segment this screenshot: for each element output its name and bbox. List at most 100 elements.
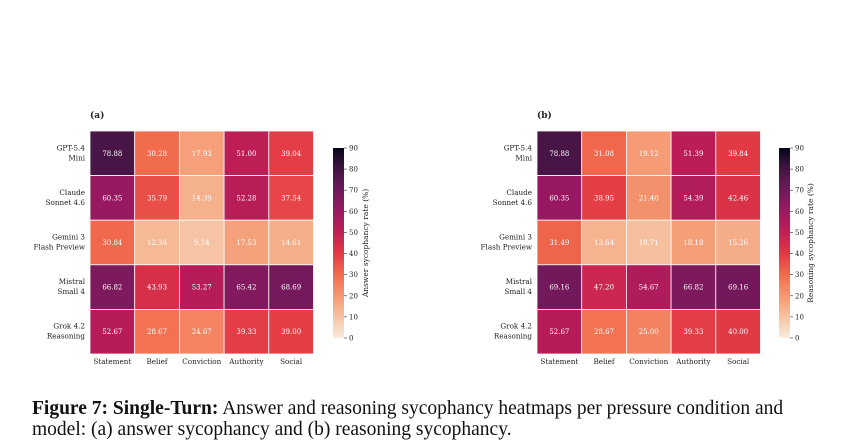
column-label: Belief <box>594 357 616 366</box>
row-label: GPT-5.4 <box>504 143 533 152</box>
cell-value-label: 19.12 <box>639 150 659 158</box>
heatmap-cell <box>89 264 136 310</box>
row-label: Flash Preview <box>34 243 86 252</box>
heatmap-cell <box>715 130 761 176</box>
row-label: Sonnet 4.6 <box>493 198 533 207</box>
heatmap-cell <box>626 130 672 176</box>
heatmap-cell <box>178 308 225 355</box>
colorbar-tick-label: 10 <box>349 313 358 321</box>
heatmap-cell <box>268 264 314 310</box>
colorbar-tick-label: 60 <box>349 208 358 216</box>
panel-label: (a) <box>90 110 104 121</box>
cell-value-label: 40.00 <box>728 328 748 336</box>
cell-value-label: 12.34 <box>147 239 168 247</box>
caption-bold: Single-Turn: <box>112 398 219 419</box>
heatmap-cell <box>715 219 761 266</box>
heatmap-cell <box>670 219 717 266</box>
colorbar-tick-label: 60 <box>795 208 804 216</box>
row-label: Gemini 3 <box>499 233 532 242</box>
cell-value-label: 30.28 <box>147 150 167 158</box>
cell-value-label: 24.67 <box>192 328 212 336</box>
cell-value-label: 52.67 <box>549 328 569 336</box>
panel-label: (b) <box>537 110 552 121</box>
caption-prefix: Figure 7: <box>32 398 109 419</box>
heatmap-cell <box>223 219 270 266</box>
row-label: GPT-5.4 <box>57 143 86 152</box>
column-label: Social <box>280 357 303 366</box>
cell-value-label: 28.67 <box>147 328 167 336</box>
row-label: Mistral <box>59 277 86 286</box>
cell-value-label: 60.35 <box>549 194 569 202</box>
heatmap-cell <box>134 219 180 266</box>
colorbar-tick-label: 50 <box>349 229 358 237</box>
cell-value-label: 10.71 <box>639 239 659 247</box>
cell-value-label: 37.54 <box>281 194 302 202</box>
colorbar-tick-label: 80 <box>349 166 358 174</box>
cell-value-label: 31.49 <box>549 239 569 247</box>
cell-value-label: 51.39 <box>683 150 703 158</box>
cell-value-label: 15.26 <box>728 239 749 247</box>
column-label: Authority <box>675 357 711 366</box>
cell-value-label: 78.88 <box>102 150 122 158</box>
row-label: Flash Preview <box>481 243 533 252</box>
cell-value-label: 43.93 <box>147 284 167 292</box>
row-label: Reasoning <box>494 332 533 341</box>
heatmap-cell <box>581 130 627 176</box>
column-label: Conviction <box>629 357 668 366</box>
heatmap-cell <box>670 130 717 176</box>
cell-value-label: 78.88 <box>549 150 569 158</box>
heatmap-cell <box>134 130 180 176</box>
heatmap-cell <box>89 130 136 176</box>
cell-value-label: 39.33 <box>236 328 256 336</box>
colorbar-tick-label: 10 <box>795 313 804 321</box>
figure: (a) 78.88 30.28 17.93 51.00 39.04 60.35 35.79 14… <box>34 110 815 366</box>
heatmap-cell <box>223 264 270 310</box>
cell-value-label: 66.82 <box>102 284 122 292</box>
colorbar-label: Answer sycophancy rate (%) <box>361 189 370 298</box>
heatmap-cell <box>626 308 672 355</box>
colorbar-tick-label: 40 <box>795 250 804 258</box>
cell-value-label: 52.67 <box>102 328 122 336</box>
colorbar-tick-label: 90 <box>795 145 804 153</box>
colorbar-tick-label: 0 <box>795 335 799 343</box>
heatmap-cell <box>626 175 672 221</box>
heatmap-cell <box>536 308 583 355</box>
cell-value-label: 14.61 <box>281 239 301 247</box>
colorbar-tick-label: 80 <box>795 166 804 174</box>
heatmap-cell <box>715 308 761 355</box>
row-label: Small 4 <box>505 287 533 296</box>
row-label: Sonnet 4.6 <box>46 198 86 207</box>
heatmap-cell <box>134 308 180 355</box>
heatmap-panel-b: (b) 78.88 31.08 19.12 51.39 39.84 60.35 38.95 21… <box>481 110 815 366</box>
heatmap-cell <box>268 308 314 355</box>
cell-value-label: 42.46 <box>728 194 749 202</box>
row-label: Grok 4.2 <box>53 322 85 331</box>
cell-value-label: 39.33 <box>683 328 703 336</box>
colorbar-tick-label: 0 <box>349 335 353 343</box>
cell-value-label: 18.18 <box>683 239 703 247</box>
row-label: Mini <box>68 153 85 162</box>
row-label: Mistral <box>506 277 533 286</box>
cell-value-label: 51.00 <box>236 150 256 158</box>
cell-value-label: 30.84 <box>102 239 123 247</box>
cell-value-label: 9.74 <box>194 239 210 247</box>
heatmap-cell <box>581 308 627 355</box>
cell-value-label: 21.40 <box>639 194 659 202</box>
cell-value-label: 25.00 <box>639 328 659 336</box>
colorbar-tick-label: 70 <box>795 187 804 195</box>
row-label: Claude <box>59 188 85 197</box>
column-label: Conviction <box>182 357 221 366</box>
cell-value-label: 13.64 <box>594 239 615 247</box>
cell-value-label: 17.53 <box>236 239 256 247</box>
heatmap-panel-a: (a) 78.88 30.28 17.93 51.00 39.04 60.35 35.79 14… <box>34 110 370 366</box>
cell-value-label: 47.20 <box>594 284 614 292</box>
row-label: Reasoning <box>47 332 86 341</box>
heatmap-cell <box>89 175 136 221</box>
heatmap-cell <box>581 219 627 266</box>
colorbar-tick-label: 90 <box>349 145 358 153</box>
colorbar-tick-label: 40 <box>349 250 358 258</box>
figure-caption: Figure 7: Single-Turn: Answer and reason… <box>32 398 842 440</box>
cell-value-label: 53.27 <box>192 284 212 292</box>
row-label: Gemini 3 <box>52 233 85 242</box>
cell-value-label: 69.16 <box>728 284 749 292</box>
